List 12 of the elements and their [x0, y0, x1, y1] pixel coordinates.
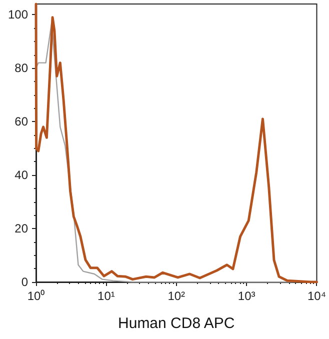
- x-tick-label: 10⁰: [27, 289, 45, 303]
- x-tick-label: 10²: [168, 289, 186, 303]
- y-tick-label: 60: [14, 114, 28, 129]
- y-tick-label: 40: [14, 168, 28, 182]
- x-tick-label: 10¹: [98, 289, 115, 303]
- x-tick-label: 10³: [238, 289, 256, 303]
- y-tick-label: 80: [14, 61, 28, 76]
- x-tick-label: 10⁴: [307, 289, 326, 303]
- y-tick-label: 100: [8, 8, 28, 22]
- x-axis-title: Human CD8 APC: [118, 315, 235, 332]
- y-tick-label: 20: [14, 222, 28, 236]
- y-tick-label: 0: [21, 275, 28, 289]
